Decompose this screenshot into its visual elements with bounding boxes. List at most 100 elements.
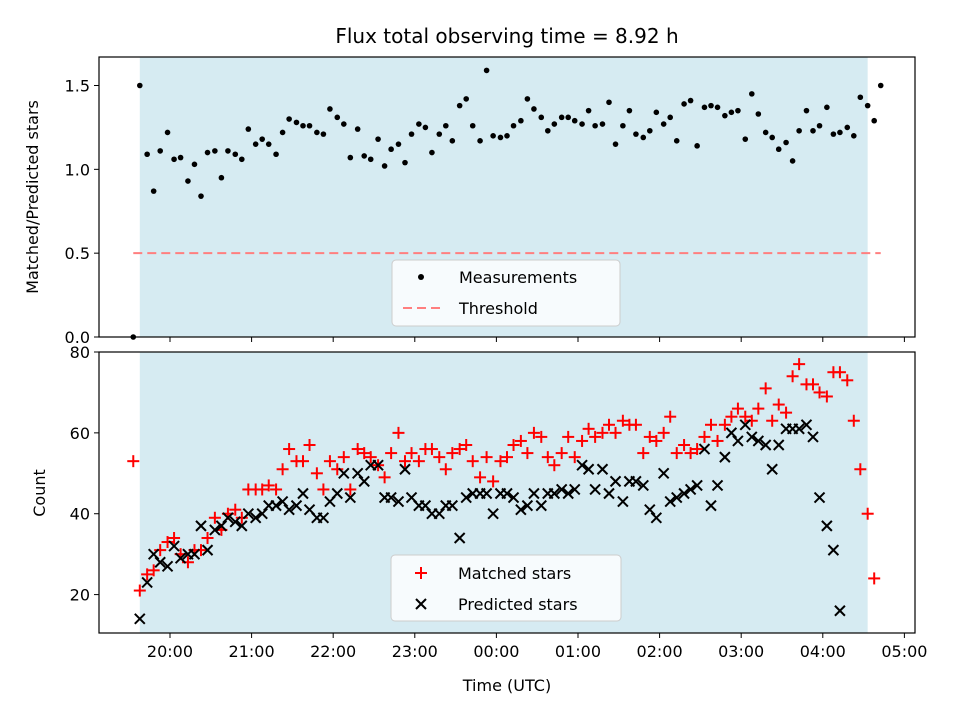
matched-point <box>541 451 554 464</box>
measurement-point <box>422 124 429 131</box>
top-ytick-label: 1.5 <box>65 77 90 96</box>
measurement-point <box>361 153 368 159</box>
predicted-point <box>555 483 568 496</box>
matched-point <box>548 459 561 472</box>
measurement-point <box>620 122 626 129</box>
matched-point <box>793 358 806 371</box>
predicted-point <box>351 467 364 480</box>
x-tick-label: 20:00 <box>147 642 193 661</box>
measurement-point <box>191 161 198 168</box>
predicted-point <box>637 479 649 492</box>
predicted-point <box>433 508 445 520</box>
predicted-point <box>256 508 268 520</box>
matched-point <box>670 447 683 460</box>
matched-point <box>739 410 752 423</box>
predicted-point <box>276 495 289 508</box>
predicted-point <box>236 520 248 532</box>
matched-point <box>154 544 167 557</box>
matched-point <box>772 398 785 411</box>
bottom-ylabel: Count <box>30 469 49 517</box>
predicted-point <box>501 487 513 500</box>
predicted-point <box>813 491 826 504</box>
measurement-point <box>545 127 551 134</box>
matched-point <box>201 531 214 544</box>
measurement-point <box>810 127 816 134</box>
measurement-point <box>796 127 802 134</box>
measurement-point <box>185 178 191 184</box>
matched-point <box>337 451 350 464</box>
predicted-point <box>603 487 615 500</box>
measurement-point <box>722 112 728 119</box>
predicted-point <box>576 459 588 471</box>
matched-point <box>358 447 371 460</box>
measurement-point <box>218 174 225 181</box>
measurement-point <box>844 124 851 131</box>
measurement-point <box>150 188 157 194</box>
predicted-point <box>188 548 201 560</box>
matched-point <box>535 430 548 443</box>
measurement-point <box>477 138 483 144</box>
matched-point <box>310 467 323 480</box>
predicted-point <box>480 487 493 500</box>
measurement-point <box>265 141 272 147</box>
measurement-point <box>816 122 823 129</box>
matched-point <box>684 447 697 460</box>
bottom-ytick-label: 40 <box>70 505 90 524</box>
predicted-point <box>209 524 221 536</box>
measurement-point <box>742 136 749 142</box>
measurement-point <box>803 107 810 114</box>
measurement-point <box>157 148 163 154</box>
measurement-point <box>171 156 177 163</box>
bottom-ytick-label: 20 <box>70 586 90 605</box>
measurement-point <box>687 97 694 104</box>
measurement-point <box>144 151 150 158</box>
measurement-point <box>551 121 558 127</box>
top-panel: 0.0 0.5 1.0 1.5 Matched/Predicted stars Mea… <box>23 56 916 347</box>
matched-point <box>664 410 677 423</box>
matched-point <box>466 455 479 468</box>
measurement-point <box>293 119 300 126</box>
predicted-point <box>644 503 656 516</box>
legend-label-threshold: Threshold <box>458 299 538 318</box>
measurement-point <box>824 104 830 111</box>
measurement-point <box>769 134 775 141</box>
measurement-point <box>252 141 259 147</box>
measurement-point <box>714 104 721 111</box>
measurement-point <box>558 114 565 121</box>
bottom-ytick-label: 80 <box>70 343 90 362</box>
predicted-point <box>711 479 724 492</box>
predicted-point <box>270 499 282 512</box>
matched-point <box>698 430 711 443</box>
measurement-point <box>347 154 354 161</box>
predicted-point <box>548 487 561 500</box>
measurement-point <box>490 133 496 139</box>
predicted-point <box>732 435 744 447</box>
matched-point <box>331 463 344 476</box>
measurement-point <box>538 114 545 121</box>
predicted-point <box>766 463 778 475</box>
matched-point <box>813 386 826 399</box>
measurement-point <box>381 163 388 169</box>
measurement-point <box>647 127 653 134</box>
top-legend-box <box>391 259 621 327</box>
predicted-point <box>746 431 758 443</box>
measurement-point <box>443 122 449 129</box>
legend-marker-matched <box>415 567 427 579</box>
predicted-point <box>134 613 146 625</box>
predicted-point <box>297 487 309 500</box>
predicted-point <box>507 491 520 504</box>
predicted-point <box>739 419 751 431</box>
measurement-point <box>408 131 415 137</box>
top-axis-ticks: 0.0 0.5 1.0 1.5 <box>65 77 905 347</box>
matched-points <box>127 358 881 597</box>
predicted-point <box>725 427 738 439</box>
measurement-point <box>497 134 504 141</box>
predicted-point <box>535 499 547 512</box>
matched-point <box>208 511 221 524</box>
predicted-points <box>134 419 846 625</box>
predicted-point <box>515 503 527 516</box>
measurement-point <box>633 131 639 137</box>
measurement-point <box>225 148 231 154</box>
predicted-point <box>698 443 711 455</box>
measurement-point <box>612 141 619 147</box>
